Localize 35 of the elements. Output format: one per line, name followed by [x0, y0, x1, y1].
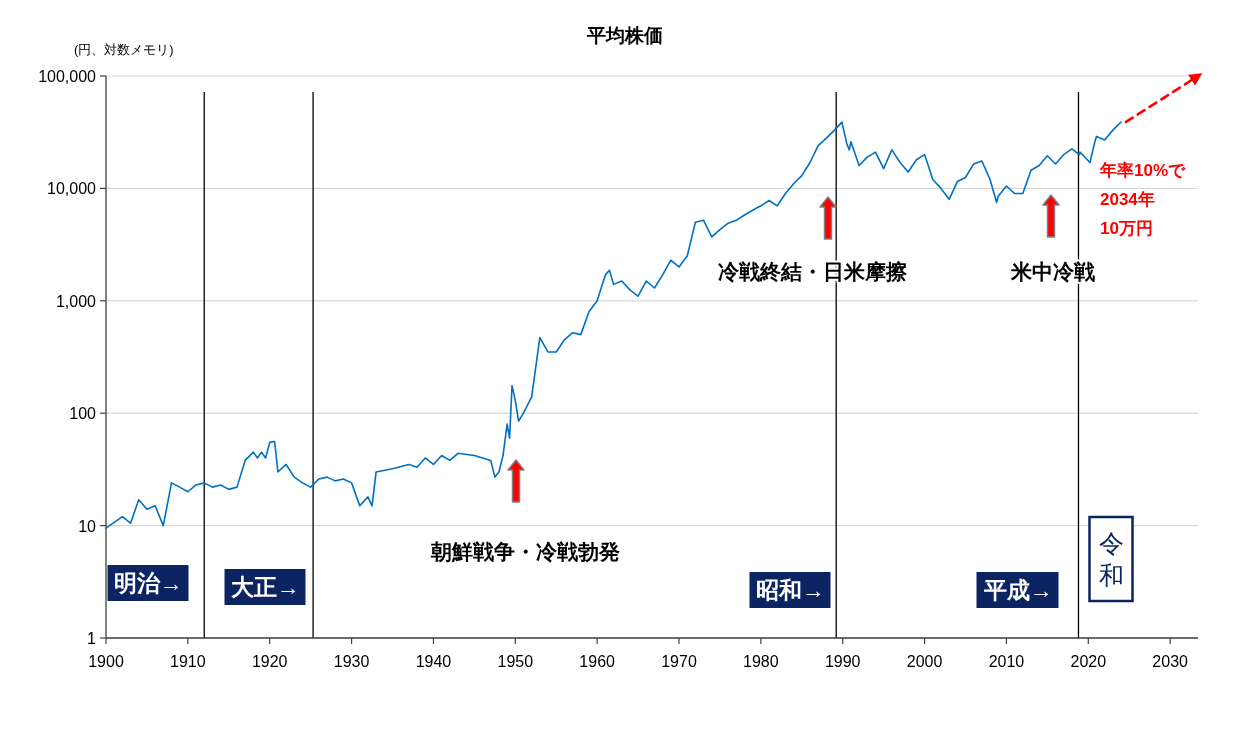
x-tick-label: 1940 — [415, 653, 452, 670]
y-tick-label: 10,000 — [47, 180, 97, 198]
chart-title: 平均株価 — [586, 25, 663, 46]
y-axis-title: (円、対数メモリ) — [74, 42, 174, 57]
annotation: 年率10%で 2034年 10万円 — [1100, 161, 1186, 238]
annotation: 令和 — [1088, 515, 1134, 603]
x-tick-label: 2020 — [1070, 653, 1107, 670]
annotation: 朝鮮戦争・冷戦勃発 — [429, 540, 620, 563]
annotation: 大正→ — [230, 574, 300, 600]
x-tick-label: 1960 — [579, 653, 616, 670]
x-tick-label: 2010 — [988, 653, 1025, 670]
annotation: 朝鮮戦争・冷戦勃発 — [430, 459, 620, 563]
x-tick-label: 1970 — [661, 653, 697, 670]
x-tick-label: 1950 — [497, 653, 534, 670]
x-tick-label: 1920 — [251, 653, 288, 670]
x-tick-label: 1990 — [824, 653, 861, 670]
x-tick-label: 1910 — [170, 653, 206, 670]
x-tick-label: 1900 — [88, 653, 124, 670]
x-tick-label: 2030 — [1152, 653, 1189, 670]
x-tick-label: 1930 — [333, 653, 370, 670]
annotation: 昭和→ — [749, 572, 831, 608]
y-tick-label: 100 — [69, 405, 97, 423]
annotation: 昭和→ — [755, 577, 825, 603]
annotation: 大正→ — [224, 569, 306, 605]
y-tick-label: 1 — [87, 630, 97, 647]
x-tick-label: 1980 — [743, 653, 779, 670]
annotation: 平成→ — [982, 577, 1053, 603]
annotation: 明治→ — [107, 565, 189, 601]
x-tick-label: 2000 — [906, 653, 943, 670]
y-tick-label: 100,000 — [38, 68, 97, 85]
y-tick-label: 1,000 — [55, 292, 97, 310]
annotation: 明治→ — [113, 570, 183, 596]
annotation: 平成→ — [976, 572, 1059, 608]
y-tick-label: 10 — [78, 517, 97, 535]
annotation: 令和 — [1098, 529, 1124, 589]
